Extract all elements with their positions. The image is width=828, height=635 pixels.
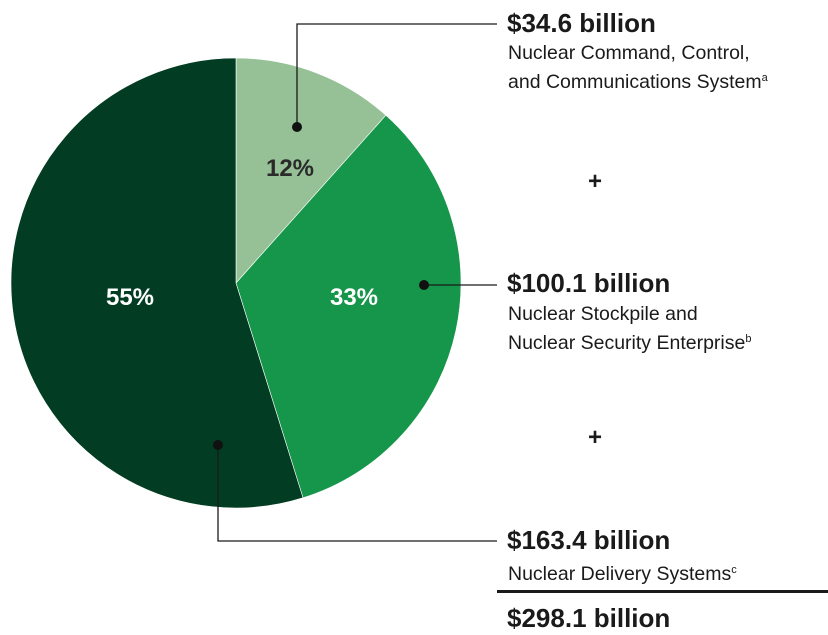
description-line: Nuclear Security Enterpriseb	[508, 332, 752, 354]
leader-line-delivery-systems	[217, 445, 497, 542]
amount-nuclear-stockpile: $100.1 billion	[507, 268, 671, 298]
description-line: Nuclear Stockpile and	[508, 303, 698, 325]
percent-label-delivery-systems: 55%	[106, 284, 154, 311]
leader-dot-nuclear-stockpile	[419, 280, 429, 290]
leader-dot-delivery-systems	[213, 440, 223, 450]
description-nc3: Nuclear Command, Control, and Communicat…	[508, 41, 768, 95]
description-nuclear-stockpile: Nuclear Stockpile and Nuclear Security E…	[508, 302, 751, 356]
pie-slice-delivery-systems	[10, 57, 304, 509]
footnote-marker: a	[761, 72, 768, 84]
description-line: Nuclear Command, Control,	[508, 42, 750, 64]
total-amount: $298.1 billion	[507, 603, 671, 633]
plus-sign: +	[588, 168, 603, 195]
pie-slice-nuclear-stockpile	[235, 114, 462, 499]
pie-slice-nc3	[235, 57, 387, 284]
amount-delivery-systems: $163.4 billion	[507, 525, 671, 555]
description-delivery-systems: Nuclear Delivery Systemsc	[508, 558, 737, 587]
description-line: Nuclear Delivery Systemsc	[508, 563, 737, 585]
leader-line-nc3	[296, 23, 497, 127]
footnote-marker: b	[745, 333, 752, 345]
amount-nc3: $34.6 billion	[507, 8, 656, 38]
plus-sign: +	[588, 424, 603, 451]
percent-label-nc3: 12%	[266, 155, 314, 182]
total-divider	[497, 590, 828, 593]
leader-dot-nc3	[292, 122, 302, 132]
description-line: and Communications Systema	[508, 71, 768, 93]
percent-label-nuclear-stockpile: 33%	[330, 284, 378, 311]
footnote-marker: c	[731, 564, 737, 576]
